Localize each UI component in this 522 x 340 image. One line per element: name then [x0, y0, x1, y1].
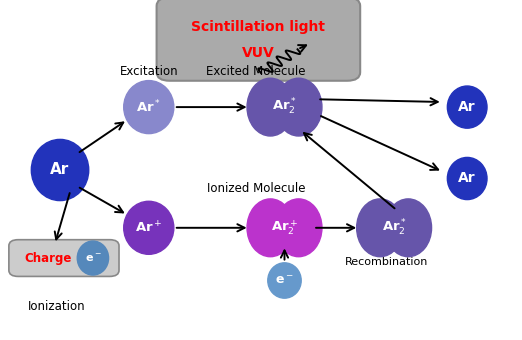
Ellipse shape	[275, 78, 322, 136]
Text: $\mathbf{Ar}^+$: $\mathbf{Ar}^+$	[135, 220, 162, 235]
Text: Charge: Charge	[25, 252, 72, 265]
Text: Excitation: Excitation	[120, 65, 178, 78]
Text: Scintillation light: Scintillation light	[192, 20, 325, 34]
FancyBboxPatch shape	[157, 0, 360, 81]
Ellipse shape	[385, 199, 432, 257]
Ellipse shape	[357, 199, 404, 257]
Ellipse shape	[31, 139, 89, 201]
Ellipse shape	[124, 201, 174, 254]
Text: Ar: Ar	[458, 100, 476, 114]
Ellipse shape	[124, 81, 174, 134]
Text: $\mathbf{Ar}_2^+$: $\mathbf{Ar}_2^+$	[271, 218, 298, 237]
Text: Ionized Molecule: Ionized Molecule	[207, 182, 305, 195]
FancyBboxPatch shape	[9, 240, 119, 276]
Text: VUV: VUV	[242, 46, 275, 60]
Text: Ionization: Ionization	[28, 300, 85, 312]
Text: Ar: Ar	[51, 163, 69, 177]
Ellipse shape	[447, 157, 487, 200]
Text: Excited Molecule: Excited Molecule	[206, 65, 305, 78]
Ellipse shape	[275, 199, 322, 257]
Text: $\mathbf{Ar}_2^*$: $\mathbf{Ar}_2^*$	[272, 97, 297, 117]
Ellipse shape	[447, 86, 487, 128]
Text: $\mathbf{Ar}_2^*$: $\mathbf{Ar}_2^*$	[382, 218, 407, 238]
Ellipse shape	[247, 199, 294, 257]
Text: Ar: Ar	[458, 171, 476, 186]
Ellipse shape	[268, 263, 301, 298]
Text: $\mathbf{e}^-$: $\mathbf{e}^-$	[85, 253, 101, 264]
Ellipse shape	[247, 78, 294, 136]
Text: $\mathbf{e}^-$: $\mathbf{e}^-$	[275, 274, 294, 287]
Ellipse shape	[77, 241, 109, 275]
Text: $\mathbf{Ar}^*$: $\mathbf{Ar}^*$	[136, 99, 161, 115]
Text: Recombination: Recombination	[345, 257, 428, 267]
